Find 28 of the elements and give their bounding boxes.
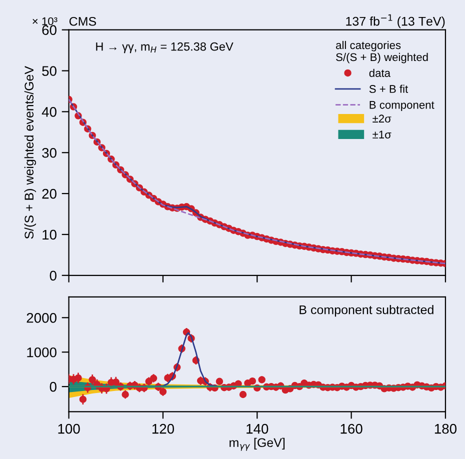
y-tick-label: 40 [42,107,56,117]
legend-title: all categories S/(S + B) weighted [336,40,428,64]
annotation: H → γγ, m$_{H}$ = 125.38 GeV [96,42,234,54]
y-tick-label: 60 [42,25,56,36]
legend-label: data [369,68,391,77]
y-axis-title: S/(S + B) weighted events/GeV [24,66,36,239]
y-tick-label: 0 [50,270,56,281]
x-tick-label: 180 [434,424,457,434]
y-tick-label: 50 [42,66,56,76]
x-tick-label: 120 [152,424,174,434]
legend-label: S + B fit [369,84,408,93]
x-tick-label: 100 [58,424,80,434]
annotation: B component subtracted [300,305,434,317]
y-tick-label: 10 [42,230,56,240]
y-tick-label: 2000 [26,312,56,323]
chart-subtitle: 137 fb$^{−1}$ (13 TeV) [346,14,445,28]
y-tick-label: 1000 [27,347,56,358]
x-axis-title: m$_{γγ}$ [GeV] [230,438,285,451]
legend-label: B component [370,101,434,112]
x-tick-label: 140 [246,424,268,434]
x-tick-label: 160 [340,424,362,434]
y-tick-label: 20 [42,188,56,199]
chart-title: CMS [69,16,96,26]
y-tick-label: 30 [42,148,56,158]
legend-label: ±2σ [372,114,392,123]
y-tick-label: 0 [50,382,56,392]
legend-label: ±1σ [372,130,392,138]
text: × 10³ [32,17,58,26]
